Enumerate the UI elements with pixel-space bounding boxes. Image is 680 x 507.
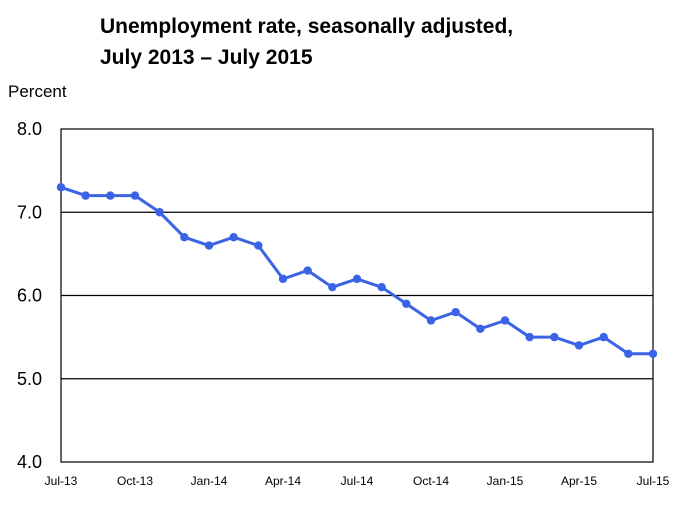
data-point bbox=[476, 324, 485, 333]
data-point bbox=[624, 349, 633, 358]
x-tick-label: Apr-14 bbox=[265, 474, 301, 488]
data-point bbox=[303, 266, 312, 275]
data-point bbox=[81, 191, 90, 200]
data-point bbox=[550, 332, 559, 342]
plot-frame bbox=[60, 128, 654, 463]
data-point bbox=[278, 274, 288, 284]
x-tick-label: Oct-14 bbox=[413, 474, 449, 488]
data-point bbox=[328, 282, 337, 292]
data-point bbox=[377, 282, 386, 292]
y-axis-label: Percent bbox=[8, 82, 67, 101]
chart-title: Unemployment rate, seasonally adjusted, … bbox=[100, 11, 513, 73]
y-tick-label: 8.0 bbox=[17, 119, 42, 139]
data-point bbox=[648, 349, 658, 358]
data-point bbox=[451, 307, 460, 317]
x-tick-label: Jan-14 bbox=[191, 474, 228, 488]
y-tick-label: 4.0 bbox=[17, 452, 42, 472]
x-tick-label: Jul-14 bbox=[341, 474, 374, 488]
chart-title-line-2: July 2013 – July 2015 bbox=[100, 46, 313, 69]
data-point bbox=[426, 316, 436, 325]
data-point bbox=[130, 191, 140, 200]
data-point bbox=[56, 183, 66, 192]
data-point bbox=[574, 341, 584, 350]
x-tick-label: Apr-15 bbox=[561, 474, 597, 488]
x-tick-label: Jul-15 bbox=[637, 474, 670, 488]
data-point bbox=[106, 191, 115, 200]
data-point bbox=[155, 208, 164, 217]
data-point bbox=[180, 233, 189, 242]
data-point bbox=[402, 299, 411, 309]
data-point bbox=[352, 274, 362, 284]
y-tick-label: 6.0 bbox=[17, 286, 42, 306]
x-tick-label: Oct-13 bbox=[117, 474, 153, 488]
data-point bbox=[204, 241, 214, 250]
data-point bbox=[254, 241, 263, 250]
chart-title-line-1: Unemployment rate, seasonally adjusted, bbox=[100, 15, 514, 38]
data-point bbox=[525, 332, 534, 342]
x-tick-label: Jul-13 bbox=[45, 474, 78, 488]
data-point bbox=[229, 233, 238, 242]
y-tick-label: 5.0 bbox=[17, 369, 42, 389]
data-point bbox=[599, 332, 608, 342]
y-tick-label: 7.0 bbox=[17, 202, 42, 222]
x-tick-label: Jan-15 bbox=[487, 474, 524, 488]
data-point bbox=[500, 316, 510, 325]
